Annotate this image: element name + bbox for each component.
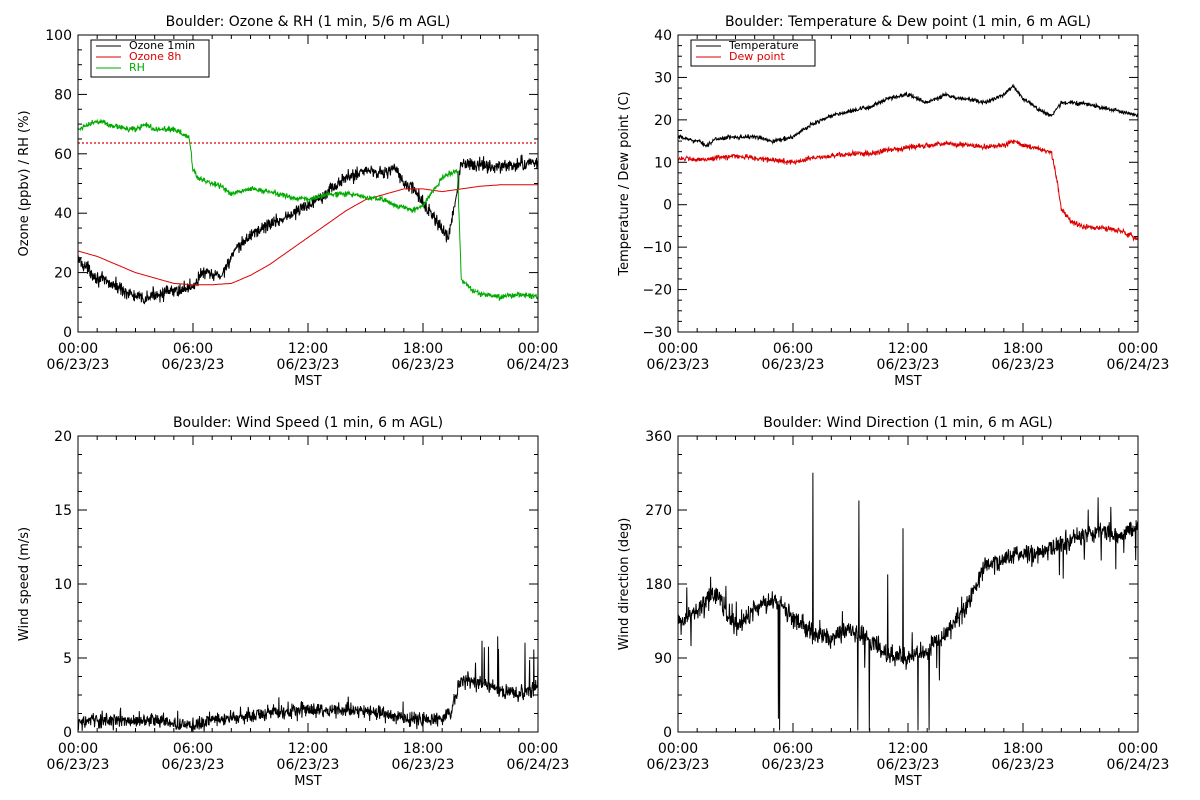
chart-title: Boulder: Ozone & RH (1 min, 5/6 m AGL) (166, 14, 451, 30)
legend-entry: Ozone 1min (129, 39, 195, 52)
x-tick-date: 06/23/23 (392, 757, 455, 773)
legend-entry: Ozone 8h (129, 50, 181, 63)
y-tick-label: 20 (654, 113, 672, 129)
y-tick-label: 5 (63, 651, 72, 667)
x-tick-date: 06/23/23 (877, 757, 940, 773)
chart-title: Boulder: Wind Speed (1 min, 6 m AGL) (173, 415, 443, 431)
x-tick-time: 18:00 (403, 741, 443, 757)
x-tick-date: 06/24/23 (507, 357, 570, 373)
x-axis-label: MST (294, 774, 321, 789)
x-axis-label: MST (894, 374, 921, 389)
y-tick-label: 0 (663, 198, 672, 214)
x-tick-date: 06/23/23 (992, 357, 1055, 373)
x-tick-date: 06/24/23 (1107, 757, 1170, 773)
x-tick-date: 06/24/23 (507, 757, 570, 773)
y-tick-label: 90 (654, 651, 672, 667)
x-tick-date: 06/23/23 (877, 357, 940, 373)
x-tick-date: 06/23/23 (162, 757, 225, 773)
chart-title: Boulder: Wind Direction (1 min, 6 m AGL) (763, 415, 1052, 431)
x-tick-time: 06:00 (173, 341, 213, 357)
y-tick-label: 30 (654, 70, 672, 86)
x-tick-date: 06/23/23 (647, 757, 710, 773)
x-tick-date: 06/23/23 (762, 357, 825, 373)
plot-frame (677, 435, 1139, 733)
x-tick-date: 06/23/23 (762, 757, 825, 773)
plot-frame (677, 34, 1139, 333)
chart-panel-2: Boulder: Temperature & Dew point (1 min,… (617, 14, 1169, 389)
y-tick-label: 20 (54, 429, 72, 445)
x-tick-date: 06/23/23 (277, 757, 340, 773)
series-line-1 (678, 472, 1138, 731)
x-axis-label: MST (294, 374, 321, 389)
series-line-2 (678, 139, 1138, 242)
x-tick-date: 06/23/23 (647, 357, 710, 373)
chart-title: Boulder: Temperature & Dew point (1 min,… (725, 14, 1091, 30)
x-tick-time: 18:00 (1003, 741, 1043, 757)
x-tick-time: 12:00 (288, 741, 328, 757)
chart-panel-3: Boulder: Wind Speed (1 min, 6 m AGL) 0 5 10… (17, 415, 569, 789)
x-tick-date: 06/23/23 (392, 357, 455, 373)
x-tick-time: 12:00 (888, 741, 928, 757)
x-tick-date: 06/24/23 (1107, 357, 1170, 373)
x-tick-time: 12:00 (888, 341, 928, 357)
y-tick-label: 270 (645, 503, 672, 519)
legend-box (690, 39, 816, 67)
y-tick-label: 0 (663, 725, 672, 741)
y-tick-label: −20 (642, 283, 672, 299)
x-tick-time: 00:00 (58, 341, 98, 357)
y-tick-label: −30 (642, 325, 672, 341)
series-line-2 (78, 184, 538, 286)
x-tick-time: 06:00 (173, 741, 213, 757)
y-axis-label: Temperature / Dew point (C) (617, 91, 632, 276)
y-tick-label: 20 (54, 266, 72, 282)
series-line-1 (678, 83, 1138, 148)
series-line-3 (78, 118, 538, 301)
legend-entry: Temperature (728, 39, 799, 52)
x-tick-date: 06/23/23 (47, 357, 110, 373)
x-tick-date: 06/23/23 (47, 757, 110, 773)
y-tick-label: 10 (54, 577, 72, 593)
x-tick-time: 06:00 (773, 741, 813, 757)
y-axis-label: Wind speed (m/s) (17, 527, 32, 641)
y-tick-label: 10 (654, 155, 672, 171)
series-line-1 (78, 154, 538, 305)
x-tick-date: 06/23/23 (277, 357, 340, 373)
x-axis-label: MST (894, 774, 921, 789)
y-tick-label: 40 (654, 28, 672, 44)
x-tick-time: 00:00 (518, 341, 558, 357)
y-tick-label: 80 (54, 87, 72, 103)
x-tick-time: 00:00 (518, 741, 558, 757)
y-tick-label: 40 (54, 206, 72, 222)
chart-panel-1: Boulder: Ozone & RH (1 min, 5/6 m AGL) 0 2… (17, 14, 569, 389)
y-axis-label: Ozone (ppbv) / RH (%) (17, 110, 32, 256)
y-tick-label: 360 (645, 429, 672, 445)
x-tick-time: 00:00 (1118, 341, 1158, 357)
series-line-1 (78, 636, 538, 732)
y-tick-label: 60 (54, 147, 72, 163)
y-tick-label: 0 (63, 725, 72, 741)
y-tick-label: −10 (642, 240, 672, 256)
legend-entry: Dew point (729, 50, 785, 63)
y-tick-label: 0 (63, 325, 72, 341)
y-axis-label: Wind direction (deg) (617, 518, 632, 651)
x-tick-time: 00:00 (58, 741, 98, 757)
x-tick-time: 18:00 (1003, 341, 1043, 357)
x-tick-time: 18:00 (403, 341, 443, 357)
x-tick-date: 06/23/23 (162, 357, 225, 373)
y-tick-label: 15 (54, 503, 72, 519)
plot-frame (77, 435, 539, 733)
x-tick-date: 06/23/23 (992, 757, 1055, 773)
x-tick-time: 12:00 (288, 341, 328, 357)
chart-panel-4: Boulder: Wind Direction (1 min, 6 m AGL)… (617, 415, 1169, 789)
y-tick-label: 180 (645, 577, 672, 593)
y-tick-label: 100 (45, 28, 72, 44)
x-tick-time: 00:00 (658, 741, 698, 757)
x-tick-time: 06:00 (773, 341, 813, 357)
x-tick-time: 00:00 (1118, 741, 1158, 757)
x-tick-time: 00:00 (658, 341, 698, 357)
legend-entry: RH (129, 61, 145, 74)
